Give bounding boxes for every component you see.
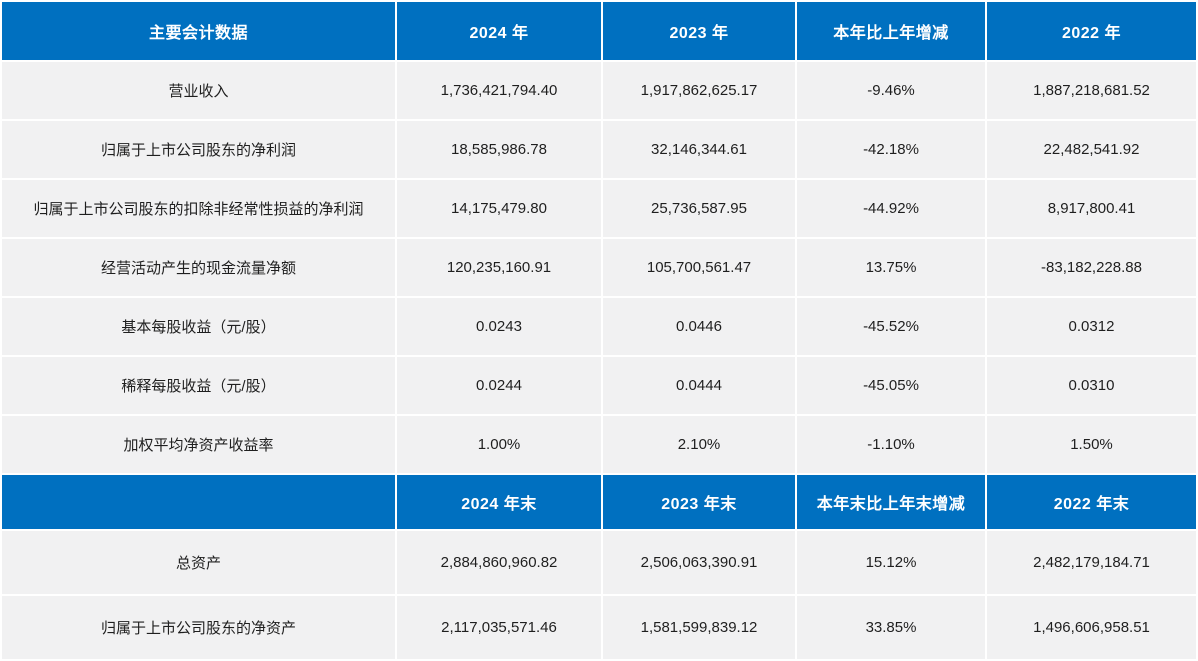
value-2023: 105,700,561.47 [603, 239, 795, 296]
metric-label: 归属于上市公司股东的净资产 [2, 596, 395, 659]
value-2023: 2.10% [603, 416, 795, 473]
value-2024: 1,736,421,794.40 [397, 62, 601, 119]
value-change: 13.75% [797, 239, 985, 296]
metric-label: 归属于上市公司股东的扣除非经常性损益的净利润 [2, 180, 395, 237]
value-2024: 0.0243 [397, 298, 601, 355]
table-row-weighted-avg-roe: 加权平均净资产收益率 1.00% 2.10% -1.10% 1.50% [2, 416, 1196, 473]
value-change: -44.92% [797, 180, 985, 237]
metric-label: 稀释每股收益（元/股） [2, 357, 395, 414]
value-2023: 0.0446 [603, 298, 795, 355]
metric-label: 加权平均净资产收益率 [2, 416, 395, 473]
value-change: -42.18% [797, 121, 985, 178]
value-2023: 25,736,587.95 [603, 180, 795, 237]
value-change: -1.10% [797, 416, 985, 473]
header-end-2024: 2024 年末 [397, 475, 601, 529]
header-end-2023: 2023 年末 [603, 475, 795, 529]
table-row-diluted-eps: 稀释每股收益（元/股） 0.0244 0.0444 -45.05% 0.0310 [2, 357, 1196, 414]
value-2022: 2,482,179,184.71 [987, 531, 1196, 594]
value-change: -45.52% [797, 298, 985, 355]
metric-label: 基本每股收益（元/股） [2, 298, 395, 355]
value-2023: 1,917,862,625.17 [603, 62, 795, 119]
value-2023: 2,506,063,390.91 [603, 531, 795, 594]
value-2024: 120,235,160.91 [397, 239, 601, 296]
table-row-total-assets: 总资产 2,884,860,960.82 2,506,063,390.91 15… [2, 531, 1196, 594]
year-end-header-row: 2024 年末 2023 年末 本年末比上年末增减 2022 年末 [2, 475, 1196, 529]
metric-label: 总资产 [2, 531, 395, 594]
value-2022: 8,917,800.41 [987, 180, 1196, 237]
header-main-label: 主要会计数据 [2, 2, 395, 60]
header-year-2023: 2023 年 [603, 2, 795, 60]
table-row-net-assets: 归属于上市公司股东的净资产 2,117,035,571.46 1,581,599… [2, 596, 1196, 659]
table-row-net-profit-excl-nonrecurring: 归属于上市公司股东的扣除非经常性损益的净利润 14,175,479.80 25,… [2, 180, 1196, 237]
value-change: -9.46% [797, 62, 985, 119]
metric-label: 经营活动产生的现金流量净额 [2, 239, 395, 296]
value-2023: 0.0444 [603, 357, 795, 414]
value-2024: 14,175,479.80 [397, 180, 601, 237]
header-end-2022: 2022 年末 [987, 475, 1196, 529]
header-year-2024: 2024 年 [397, 2, 601, 60]
header-blank-cell [2, 475, 395, 529]
value-2024: 18,585,986.78 [397, 121, 601, 178]
value-2022: 22,482,541.92 [987, 121, 1196, 178]
value-2023: 32,146,344.61 [603, 121, 795, 178]
metric-label: 归属于上市公司股东的净利润 [2, 121, 395, 178]
value-2022: 0.0310 [987, 357, 1196, 414]
value-2022: 1,496,606,958.51 [987, 596, 1196, 659]
value-2024: 1.00% [397, 416, 601, 473]
value-2023: 1,581,599,839.12 [603, 596, 795, 659]
value-change: -45.05% [797, 357, 985, 414]
header-year-2022: 2022 年 [987, 2, 1196, 60]
annual-header-row: 主要会计数据 2024 年 2023 年 本年比上年增减 2022 年 [2, 2, 1196, 60]
table-row-basic-eps: 基本每股收益（元/股） 0.0243 0.0446 -45.52% 0.0312 [2, 298, 1196, 355]
header-yoy-end-change: 本年末比上年末增减 [797, 475, 985, 529]
value-2024: 0.0244 [397, 357, 601, 414]
value-2022: 1.50% [987, 416, 1196, 473]
value-2024: 2,117,035,571.46 [397, 596, 601, 659]
value-2022: 1,887,218,681.52 [987, 62, 1196, 119]
header-yoy-change: 本年比上年增减 [797, 2, 985, 60]
value-2024: 2,884,860,960.82 [397, 531, 601, 594]
table-row-net-profit: 归属于上市公司股东的净利润 18,585,986.78 32,146,344.6… [2, 121, 1196, 178]
value-2022: 0.0312 [987, 298, 1196, 355]
value-2022: -83,182,228.88 [987, 239, 1196, 296]
metric-label: 营业收入 [2, 62, 395, 119]
table-row-operating-cash-flow: 经营活动产生的现金流量净额 120,235,160.91 105,700,561… [2, 239, 1196, 296]
table-row-operating-revenue: 营业收入 1,736,421,794.40 1,917,862,625.17 -… [2, 62, 1196, 119]
value-change: 15.12% [797, 531, 985, 594]
value-change: 33.85% [797, 596, 985, 659]
